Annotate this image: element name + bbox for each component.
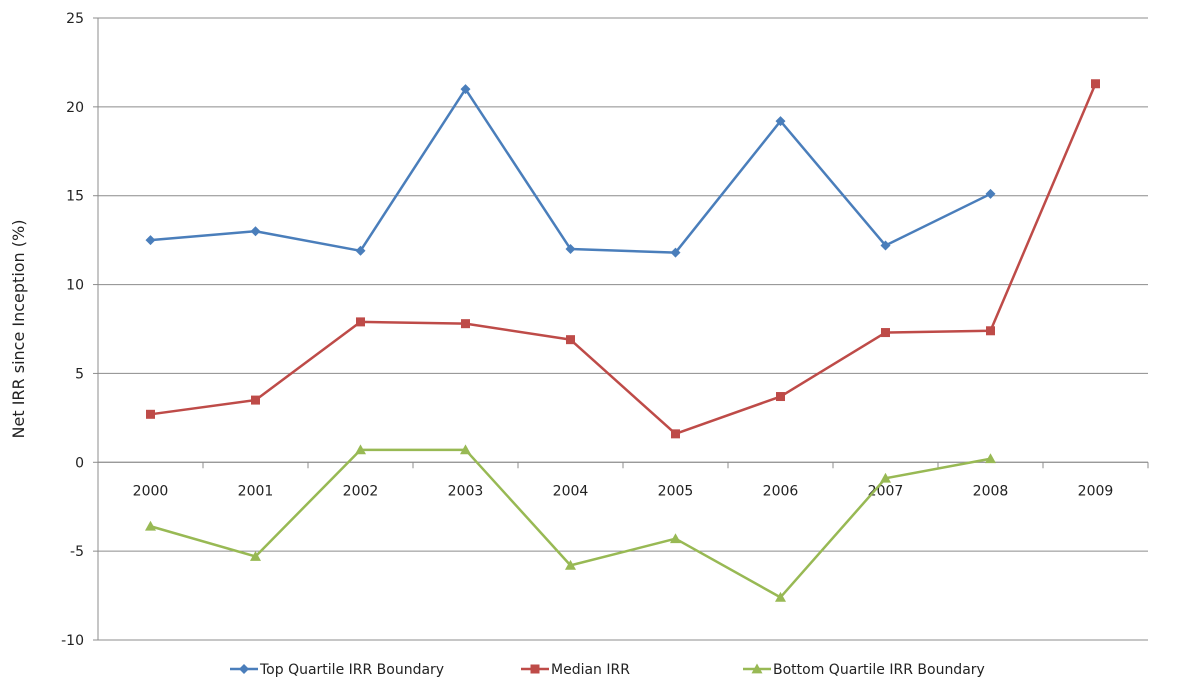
series-line <box>150 83 1097 436</box>
data-point <box>461 319 470 329</box>
data-point <box>776 392 785 402</box>
legend-label: Median IRR <box>551 662 630 678</box>
x-tick-label: 2005 <box>658 483 694 499</box>
data-point <box>986 326 995 336</box>
data-point <box>355 245 366 256</box>
x-tick-label: 2003 <box>448 483 484 499</box>
legend-swatch-marker <box>751 663 763 674</box>
data-point <box>565 244 576 255</box>
data-point <box>250 226 261 237</box>
data-point <box>670 247 681 258</box>
data-point <box>775 591 786 602</box>
x-tick-label: 2000 <box>133 483 169 499</box>
data-point <box>881 328 890 338</box>
series-3 <box>145 444 996 602</box>
data-point <box>880 472 891 483</box>
data-point <box>775 116 786 127</box>
x-tick-label: 2006 <box>763 483 799 499</box>
x-tick-label: 2009 <box>1078 483 1114 499</box>
data-point <box>670 533 681 544</box>
legend: Top Quartile IRR Boundary Median IRR Botto… <box>230 662 985 678</box>
data-point <box>251 395 260 405</box>
data-point <box>1091 79 1100 89</box>
data-point <box>985 188 996 199</box>
data-point <box>460 84 471 95</box>
series-line <box>150 87 992 254</box>
legend-item: Median IRR <box>521 662 630 678</box>
y-tick-label: 15 <box>66 189 84 205</box>
x-tick-label: 2002 <box>343 483 379 499</box>
y-tick-label: 0 <box>75 455 84 471</box>
data-point <box>145 235 156 246</box>
legend-label: Bottom Quartile IRR Boundary <box>773 662 985 678</box>
legend-swatch-marker <box>239 664 249 674</box>
y-tick-label: 10 <box>66 278 84 294</box>
y-tick-label: -5 <box>70 544 84 560</box>
series-1 <box>145 84 996 258</box>
series-line <box>150 448 991 599</box>
series-group <box>145 79 1100 602</box>
legend-swatch-marker <box>530 664 540 674</box>
legend-item: Top Quartile IRR Boundary <box>230 662 444 678</box>
y-tick-label: -10 <box>61 633 84 649</box>
y-tick-label: 5 <box>75 366 84 382</box>
y-axis-title: Net IRR since Inception (%) <box>9 220 28 439</box>
y-tick-label: 20 <box>66 100 84 116</box>
legend-label: Top Quartile IRR Boundary <box>259 662 444 678</box>
x-tick-label: 2001 <box>238 483 274 499</box>
data-point <box>356 317 365 327</box>
legend-item: Bottom Quartile IRR Boundary <box>743 662 985 678</box>
data-point <box>145 520 156 531</box>
x-tick-label: 2004 <box>553 483 589 499</box>
data-point <box>880 240 891 251</box>
x-tick-label: 2008 <box>973 483 1009 499</box>
y-tick-label: 25 <box>66 11 84 27</box>
y-tick-labels: 25 20 15 10 5 0 -5 -10 <box>61 11 84 649</box>
data-point <box>671 429 680 439</box>
data-point <box>146 409 155 419</box>
data-point <box>985 453 996 464</box>
data-point <box>460 444 471 455</box>
data-point <box>566 335 575 345</box>
data-point <box>355 444 366 455</box>
series-2 <box>146 79 1100 439</box>
data-point <box>250 550 261 561</box>
x-tick-labels: 2000 2001 2002 2003 2004 2005 2006 2007 2008 2009 <box>133 483 1114 499</box>
data-point <box>565 559 576 570</box>
